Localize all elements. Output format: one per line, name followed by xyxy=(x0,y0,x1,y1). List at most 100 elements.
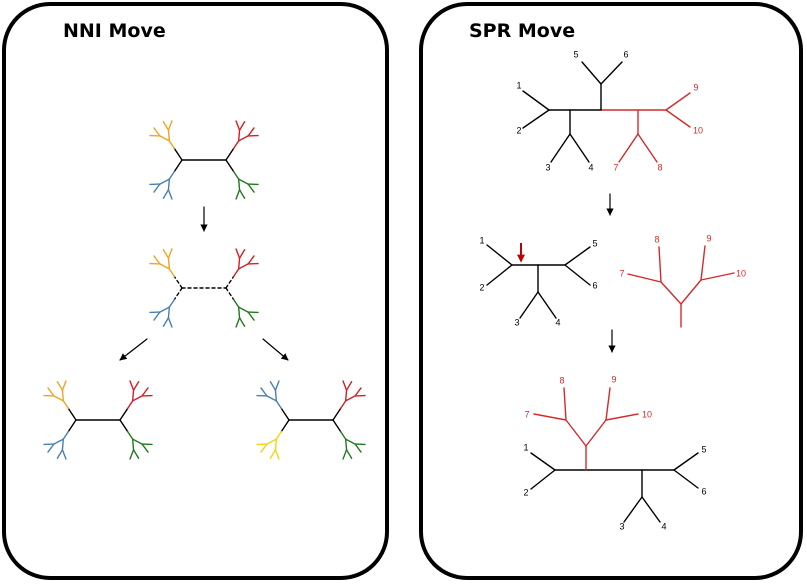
branch xyxy=(569,133,590,163)
leaf-label: 7 xyxy=(613,162,618,172)
clade-leaf xyxy=(269,449,277,459)
subtree-clade xyxy=(149,170,176,200)
clade-leaf xyxy=(238,249,246,259)
leaf-label: 3 xyxy=(514,317,519,327)
clade-leaf xyxy=(342,380,348,391)
clade-branch xyxy=(53,438,65,445)
leaf-label: 9 xyxy=(693,82,698,92)
clade-branch xyxy=(167,257,171,270)
clade-leaf xyxy=(269,381,277,391)
internal-branch xyxy=(67,407,77,421)
nni-diagram xyxy=(43,120,366,460)
internal-branch xyxy=(225,275,235,289)
branch xyxy=(700,272,735,281)
internal-branch xyxy=(67,419,77,433)
clade-stem xyxy=(232,298,240,308)
leaf-label: 7 xyxy=(619,268,624,278)
clade-branch xyxy=(237,178,241,191)
clade-branch xyxy=(344,438,348,451)
internal-branch xyxy=(173,159,183,173)
clade-leaf xyxy=(162,249,170,259)
internal-branch xyxy=(119,419,129,433)
clade-leaf xyxy=(129,449,135,460)
clade-branch xyxy=(159,306,171,313)
clade-branch xyxy=(237,306,241,319)
clade-branch xyxy=(274,438,278,451)
leaf-label: 2 xyxy=(516,125,521,135)
leaf-label: 10 xyxy=(736,268,746,278)
branch xyxy=(537,291,557,319)
leaf-label: 6 xyxy=(592,280,597,290)
branch xyxy=(581,61,602,85)
internal-branch xyxy=(173,275,183,289)
clade-leaf xyxy=(235,248,241,259)
branch xyxy=(486,264,513,286)
clade-stem xyxy=(168,268,176,278)
branch xyxy=(641,496,661,523)
clade-leaf xyxy=(162,189,170,199)
branch xyxy=(519,291,539,319)
clade-leaf xyxy=(342,449,348,460)
clade-branch xyxy=(266,395,278,402)
leaf-label: 8 xyxy=(657,162,662,172)
leaf-label: 5 xyxy=(592,238,597,248)
branch xyxy=(533,413,567,421)
clade-branch xyxy=(61,389,65,402)
branch xyxy=(623,496,643,523)
spr-panel xyxy=(419,2,803,580)
clade-leaf xyxy=(354,443,362,453)
clade-branch xyxy=(159,135,171,142)
branch xyxy=(522,90,550,111)
clade-leaf xyxy=(167,120,173,131)
clade-stem xyxy=(232,268,240,278)
clade-branch xyxy=(159,178,171,185)
clade-branch xyxy=(344,438,356,445)
leaf-label: 2 xyxy=(523,487,528,497)
subtree-clade xyxy=(149,120,176,150)
leaf-label: 4 xyxy=(555,317,560,327)
clade-stem xyxy=(340,430,347,440)
clade-leaf xyxy=(247,255,255,265)
branch xyxy=(564,264,591,286)
clade-leaf xyxy=(345,449,353,459)
spr-diagram: 1 2 3 4 5 6 7 8 9 10 1 2 3 4 5 6 8 7 9 10 1 2 3 4 5 6 8 7 9 10 xyxy=(479,49,746,531)
subtree-clade xyxy=(232,248,259,278)
leaf-label: 5 xyxy=(701,444,706,454)
clade-stem xyxy=(62,430,70,440)
subtree-clade xyxy=(232,170,259,200)
clade-leaf xyxy=(56,381,64,391)
subtree-clade xyxy=(149,248,176,278)
spr-tree-regrafted: 1 2 3 4 5 6 8 7 9 10 xyxy=(523,374,706,531)
clade-leaf xyxy=(260,443,268,453)
clade-leaf xyxy=(238,317,246,327)
branch xyxy=(550,133,571,163)
leaf-label: 1 xyxy=(516,80,521,90)
branch xyxy=(658,246,662,283)
nni-result-tree-1 xyxy=(43,380,153,460)
clade-leaf xyxy=(162,317,170,327)
branch xyxy=(486,244,513,266)
clade-stem xyxy=(275,400,282,410)
clade-stem xyxy=(232,140,240,150)
leaf-label: 8 xyxy=(654,234,659,244)
leaf-label: 4 xyxy=(588,162,593,172)
internal-branch xyxy=(173,287,183,301)
branch xyxy=(600,61,623,85)
leaf-label: 1 xyxy=(523,442,528,452)
clade-leaf xyxy=(61,380,67,391)
leaf-label: 3 xyxy=(619,521,624,531)
clade-leaf xyxy=(132,449,140,459)
clade-branch xyxy=(266,438,278,445)
internal-branch xyxy=(225,287,235,301)
leaf-label: 1 xyxy=(479,235,484,245)
branch xyxy=(605,387,611,421)
clade-branch xyxy=(159,263,171,270)
clade-leaf xyxy=(47,443,55,453)
subtree-clade xyxy=(232,298,259,328)
nni-right-arrow xyxy=(262,338,289,361)
nni-left-arrow xyxy=(119,338,148,361)
leaf-label: 8 xyxy=(559,375,564,385)
branch xyxy=(564,246,591,266)
leaf-label: 6 xyxy=(623,49,628,59)
